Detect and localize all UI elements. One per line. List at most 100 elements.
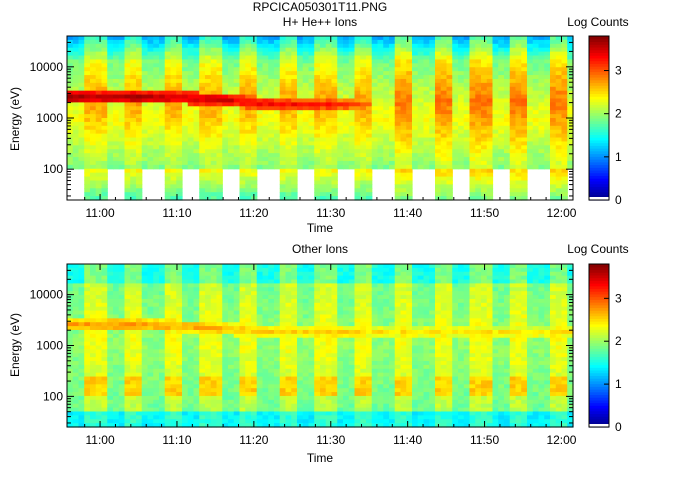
colorbar-swatch: [589, 150, 609, 155]
spectrogram-cell: [262, 361, 269, 366]
spectrogram-cell: [268, 160, 275, 166]
spectrogram-cell: [170, 376, 177, 382]
spectrogram-cell: [159, 125, 166, 131]
spectrogram-cell: [343, 114, 350, 119]
spectrogram-cell: [72, 329, 80, 335]
spectrogram-cell: [130, 94, 137, 100]
spectrogram-cell: [417, 121, 425, 127]
spectrogram-cell: [262, 357, 269, 362]
spectrogram-cell: [216, 384, 223, 389]
spectrogram-cell: [113, 357, 120, 362]
spectrogram-cell: [251, 411, 258, 416]
spectrogram-cell: [182, 125, 189, 131]
spectrogram-cell: [118, 345, 126, 350]
spectrogram-cell: [360, 168, 367, 174]
spectrogram-cell: [233, 295, 241, 300]
spectrogram-cell: [159, 326, 166, 331]
spectrogram-cell: [544, 55, 551, 61]
spectrogram-cell: [182, 106, 189, 111]
spectrogram-cell: [170, 349, 177, 354]
spectrogram-cell: [176, 329, 183, 335]
spectrogram-cell: [141, 295, 149, 300]
spectrogram-cell: [84, 333, 91, 339]
spectrogram-cell: [228, 407, 235, 413]
spectrogram-cell: [337, 102, 344, 107]
spectrogram-cell: [118, 47, 126, 53]
spectrogram-cell: [84, 188, 91, 193]
spectrogram-cell: [153, 341, 160, 347]
spectrogram-cell: [84, 39, 91, 45]
spectrogram-cell: [216, 295, 223, 300]
spectrogram-cell: [182, 43, 189, 49]
spectrogram-cell: [320, 172, 327, 178]
spectrogram-cell: [228, 291, 235, 296]
spectrogram-cell: [251, 86, 258, 92]
spectrogram-cell: [193, 380, 200, 385]
spectrogram-cell: [245, 376, 252, 382]
spectrogram-cell: [429, 82, 436, 88]
spectrogram-cell: [113, 353, 120, 358]
spectrogram-cell: [176, 129, 183, 135]
spectrogram-cell: [435, 98, 442, 103]
spectrogram-cell: [504, 55, 511, 61]
spectrogram-cell: [90, 322, 97, 327]
spectrogram-cell: [233, 388, 241, 393]
spectrogram-cell: [78, 403, 85, 409]
spectrogram-cell: [182, 157, 189, 162]
spectrogram-cell: [113, 102, 120, 107]
spectrogram-cell: [101, 353, 108, 358]
spectrogram-cell: [555, 129, 563, 135]
spectrogram-cell: [297, 98, 304, 103]
spectrogram-cell: [159, 329, 166, 335]
spectrogram-cell: [262, 114, 269, 119]
spectrogram-cell: [228, 380, 235, 385]
spectrogram-cell: [228, 118, 235, 123]
spectrogram-cell: [394, 125, 402, 131]
spectrogram-cell: [228, 137, 235, 143]
spectrogram-cell: [308, 164, 315, 170]
spectrogram-cell: [193, 90, 200, 96]
spectrogram-cell: [84, 306, 91, 312]
spectrogram-cell: [509, 114, 517, 119]
spectrogram-cell: [463, 110, 471, 115]
spectrogram-cell: [164, 326, 172, 331]
spectrogram-cell: [72, 90, 80, 96]
spectrogram-cell: [383, 94, 390, 100]
spectrogram-cell: [498, 43, 505, 49]
spectrogram-cell: [72, 349, 80, 354]
spectrogram-cell: [187, 164, 195, 170]
spectrogram-cell: [475, 106, 482, 111]
spectrogram-cell: [159, 75, 166, 80]
spectrogram-cell: [486, 188, 494, 193]
spectrogram-cell: [475, 98, 482, 103]
spectrogram-cell: [107, 160, 114, 166]
spectrogram-cell: [469, 168, 476, 174]
spectrogram-cell: [435, 160, 442, 166]
spectrogram-cell: [130, 384, 137, 389]
spectrogram-cell: [239, 267, 246, 273]
spectrogram-cell: [147, 78, 154, 84]
spectrogram-cell: [475, 121, 482, 127]
spectrogram-cell: [297, 55, 304, 61]
spectrogram-cell: [118, 403, 126, 409]
spectrogram-cell: [141, 361, 149, 366]
spectrogram-cell: [164, 180, 172, 185]
spectrogram-cell: [423, 82, 430, 88]
spectrogram-cell: [544, 114, 551, 119]
spectrogram-cell: [84, 47, 91, 53]
spectrogram-cell: [136, 337, 143, 343]
spectrogram-cell: [72, 160, 80, 166]
spectrogram-cell: [337, 141, 344, 146]
spectrogram-cell: [124, 145, 131, 150]
spectrogram-cell: [366, 153, 373, 158]
spectrogram-cell: [136, 71, 143, 76]
spectrogram-cell: [182, 86, 189, 92]
spectrogram-cell: [354, 63, 361, 68]
spectrogram-cell: [245, 98, 252, 103]
spectrogram-cell: [233, 157, 241, 162]
spectrogram-cell: [417, 86, 425, 92]
spectrogram-cell: [193, 279, 200, 284]
spectrogram-cell: [469, 114, 476, 119]
spectrogram-cell: [67, 275, 74, 281]
spectrogram-cell: [463, 98, 471, 103]
